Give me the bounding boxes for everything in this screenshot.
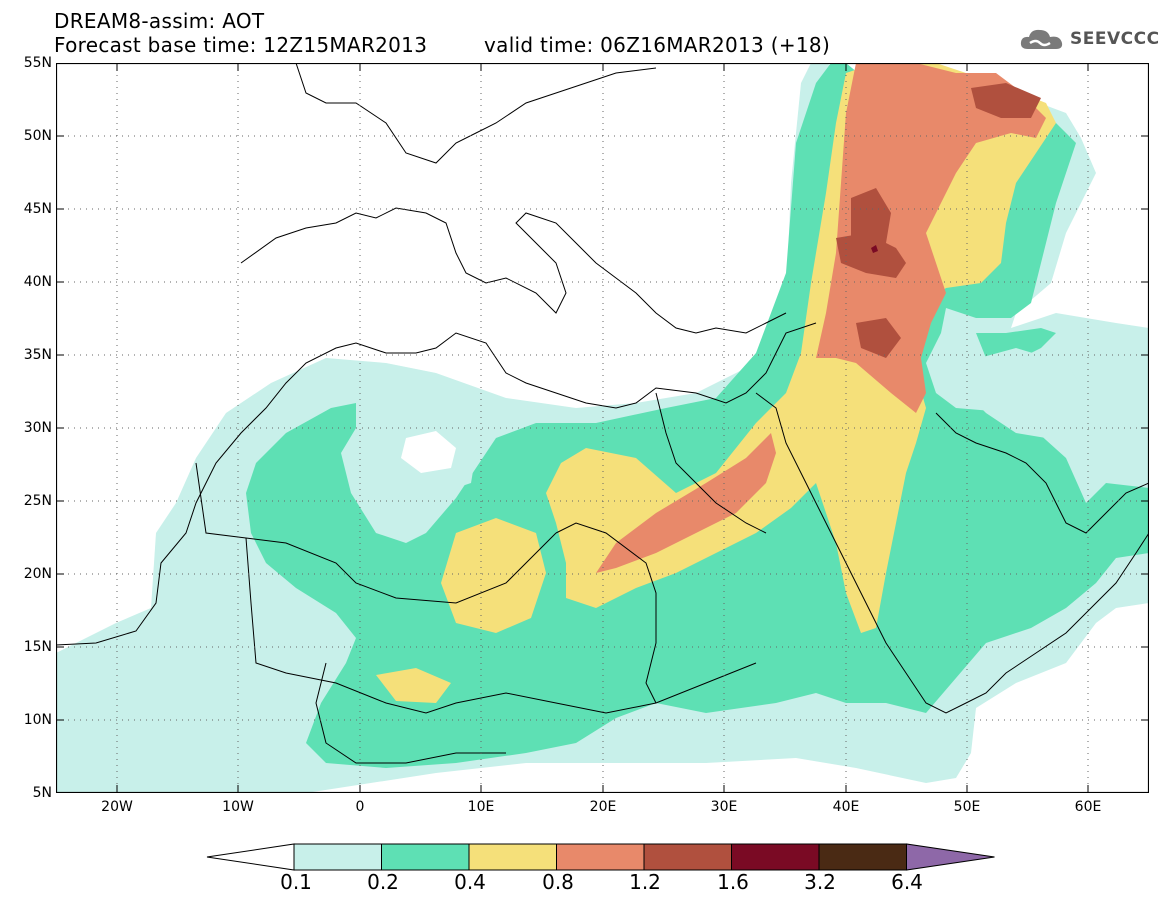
aot-band-1.2-patch (856, 318, 901, 358)
colorbar (206, 843, 995, 871)
lon-label: 50E (953, 799, 981, 815)
seevccc-logo: SEEVCCC (1018, 24, 1160, 54)
aot-band-0-patch (401, 431, 456, 473)
map-title: DREAM8-assim: AOT (54, 9, 265, 33)
colorbar-label: 1.6 (717, 870, 749, 894)
lat-label: 35N (23, 347, 52, 363)
colorbar-label: 0.4 (454, 870, 486, 894)
colorbar-cell (643, 843, 732, 871)
colorbar-cell (468, 843, 557, 871)
lat-label: 40N (23, 274, 52, 290)
aot-band-1.6-patch (871, 245, 878, 253)
lon-label: 20E (589, 799, 617, 815)
lat-label: 45N (23, 201, 52, 217)
colorbar-label: 0.1 (280, 870, 312, 894)
lat-label: 15N (23, 639, 52, 655)
colorbar-cell (293, 843, 382, 871)
colorbar-label: 0.2 (367, 870, 399, 894)
logo-text: SEEVCCC (1070, 29, 1160, 49)
colorbar-cell (381, 843, 470, 871)
lon-label: 0 (355, 799, 365, 815)
aot-map (56, 63, 1149, 793)
colorbar-label: 3.2 (804, 870, 836, 894)
colorbar-cell (731, 843, 820, 871)
cloud-icon (1020, 29, 1063, 49)
lat-label: 50N (23, 128, 52, 144)
map-grid (56, 63, 1149, 793)
colorbar-label: 0.8 (542, 870, 574, 894)
lon-label: 20W (101, 799, 133, 815)
lat-label: 55N (23, 55, 52, 71)
aot-band-1.2-patch (836, 233, 906, 278)
lon-label: 40E (832, 799, 860, 815)
aot-band-0.1-patch (961, 348, 1096, 453)
colorbar-label: 1.2 (629, 870, 661, 894)
aot-band-0.4-patch (441, 518, 546, 633)
colorbar-cell (818, 843, 907, 871)
colorbar-cell (206, 843, 295, 871)
aot-band-1.2-patch (971, 83, 1041, 118)
forecast-base-time: Forecast base time: 12Z15MAR2013 (54, 33, 428, 57)
colorbar-label: 6.4 (891, 870, 923, 894)
coastlines (56, 63, 1149, 764)
lat-label: 20N (23, 566, 52, 582)
lon-label: 60E (1074, 799, 1102, 815)
lon-label: 10W (222, 799, 254, 815)
lat-label: 30N (23, 420, 52, 436)
lat-label: 25N (23, 493, 52, 509)
lat-label: 5N (32, 785, 52, 801)
valid-time: valid time: 06Z16MAR2013 (+18) (484, 33, 831, 57)
aot-band-0.4-patch (376, 668, 451, 703)
colorbar-cell (556, 843, 645, 871)
map-border (56, 63, 1149, 793)
lon-label: 10E (467, 799, 495, 815)
aot-band-0.8 (596, 63, 1046, 573)
lat-label: 10N (23, 712, 52, 728)
lon-label: 30E (710, 799, 738, 815)
axis-ticks (56, 63, 1149, 793)
colorbar-cell (906, 843, 995, 871)
